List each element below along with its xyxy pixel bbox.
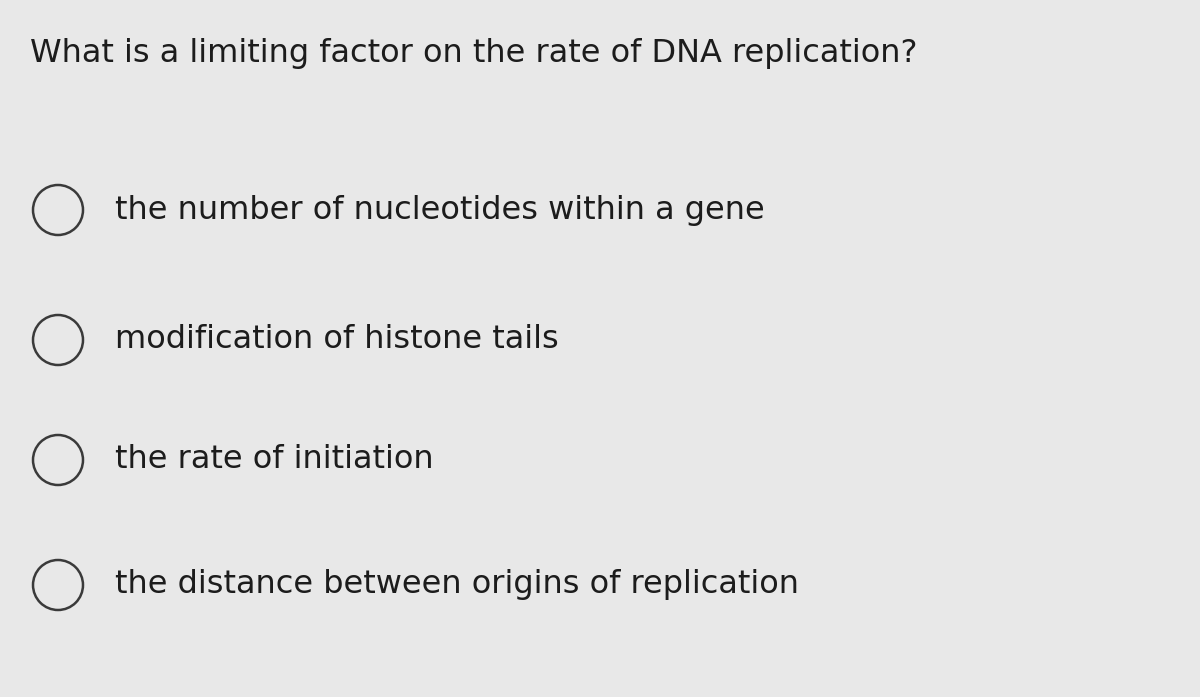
Text: What is a limiting factor on the rate of DNA replication?: What is a limiting factor on the rate of… — [30, 38, 918, 69]
Text: the number of nucleotides within a gene: the number of nucleotides within a gene — [115, 194, 764, 226]
Text: the rate of initiation: the rate of initiation — [115, 445, 433, 475]
Text: modification of histone tails: modification of histone tails — [115, 325, 559, 355]
Text: the distance between origins of replication: the distance between origins of replicat… — [115, 569, 799, 601]
